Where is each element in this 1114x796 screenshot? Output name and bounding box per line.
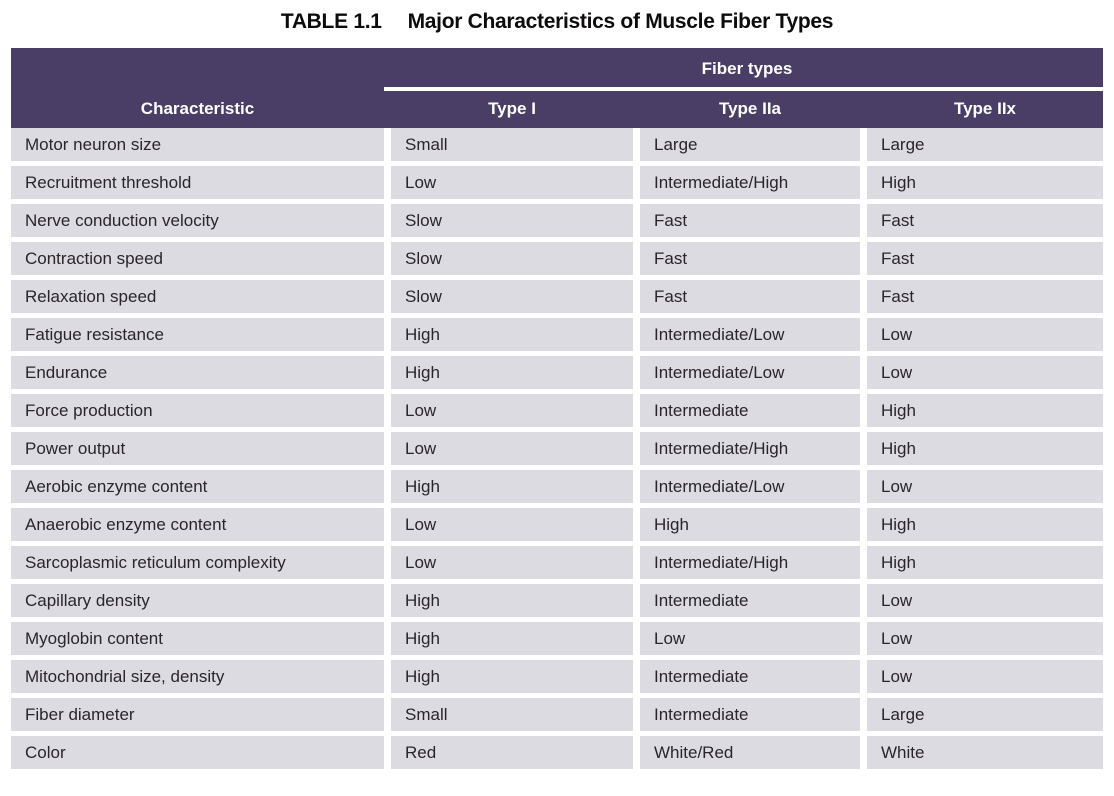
cell-type-iia: Intermediate [640,698,860,731]
cell-type-iia: Intermediate [640,660,860,693]
table-row: Aerobic enzyme content High Intermediate/L… [11,470,1103,503]
cell-characteristic: Endurance [11,356,384,389]
cell-characteristic: Nerve conduction velocity [11,204,384,237]
cell-type-iix: Low [867,470,1103,503]
cell-characteristic: Aerobic enzyme content [11,470,384,503]
table-title-text: Major Characteristics of Muscle Fiber Ty… [407,10,834,33]
cell-type-iia: Large [640,128,860,161]
cell-type-iia: Intermediate/High [640,432,860,465]
column-header-type-iix: Type IIx [953,99,1017,118]
cell-characteristic: Contraction speed [11,242,384,275]
cell-type-i: Low [391,394,633,427]
cell-type-iix: Low [867,318,1103,351]
cell-characteristic: Capillary density [11,584,384,617]
cell-type-i: Low [391,546,633,579]
cell-type-iia: Intermediate/Low [640,318,860,351]
table-row: Capillary density High Intermediate Low [11,584,1103,617]
cell-type-i: High [391,660,633,693]
cell-type-iia: High [640,508,860,541]
cell-characteristic: Sarcoplasmic reticulum complexity [11,546,384,579]
muscle-fiber-table: Fiber types Characteristic Type I Type I… [11,48,1103,769]
cell-type-iix: High [867,166,1103,199]
cell-type-iix: Low [867,356,1103,389]
cell-type-iix: Low [867,622,1103,655]
table-row: Motor neuron size Small Large Large [11,128,1103,161]
column-header-type-iia: Type IIa [718,99,782,118]
cell-type-i: Red [391,736,633,769]
cell-characteristic: Motor neuron size [11,128,384,161]
cell-type-iia: Fast [640,242,860,275]
cell-type-iia: Intermediate/High [640,166,860,199]
cell-characteristic: Recruitment threshold [11,166,384,199]
table-row: Endurance High Intermediate/Low Low [11,356,1103,389]
table-row: Recruitment threshold Low Intermediate/Hig… [11,166,1103,199]
cell-characteristic: Color [11,736,384,769]
table-row: Nerve conduction velocity Slow Fast Fast [11,204,1103,237]
table-body: Motor neuron size Small Large Large Recruitm… [11,128,1103,769]
cell-characteristic: Force production [11,394,384,427]
cell-type-iia: Intermediate [640,394,860,427]
cell-type-i: Low [391,508,633,541]
cell-type-iix: Fast [867,280,1103,313]
cell-characteristic: Power output [11,432,384,465]
cell-type-iix: Fast [867,204,1103,237]
cell-type-iia: Intermediate/High [640,546,860,579]
cell-type-i: Slow [391,280,633,313]
table-row: Anaerobic enzyme content Low High High [11,508,1103,541]
cell-type-i: High [391,470,633,503]
table-row: Force production Low Intermediate High [11,394,1103,427]
cell-type-iia: Fast [640,204,860,237]
table-row: Mitochondrial size, density High Intermedi… [11,660,1103,693]
cell-type-i: Low [391,166,633,199]
cell-characteristic: Fiber diameter [11,698,384,731]
cell-type-iia: Low [640,622,860,655]
table-title-number: TABLE 1.1 [280,10,382,33]
fiber-types-underline [384,87,1103,91]
cell-type-i: High [391,584,633,617]
table-row: Sarcoplasmic reticulum complexity Low Inte… [11,546,1103,579]
table-header: Fiber types Characteristic Type I Type I… [11,48,1103,128]
cell-type-iix: Low [867,584,1103,617]
cell-type-iix: High [867,432,1103,465]
cell-type-iix: Fast [867,242,1103,275]
cell-characteristic: Anaerobic enzyme content [11,508,384,541]
cell-type-i: High [391,622,633,655]
cell-type-i: Slow [391,242,633,275]
cell-characteristic: Fatigue resistance [11,318,384,351]
cell-characteristic: Mitochondrial size, density [11,660,384,693]
cell-type-i: High [391,356,633,389]
table-row: Fatigue resistance High Intermediate/Low Lo… [11,318,1103,351]
cell-type-iia: Fast [640,280,860,313]
cell-type-iix: Low [867,660,1103,693]
column-header-characteristic: Characteristic [140,99,255,118]
cell-type-iia: Intermediate/Low [640,470,860,503]
cell-type-iix: High [867,508,1103,541]
cell-type-i: Small [391,128,633,161]
table-row: Myoglobin content High Low Low [11,622,1103,655]
cell-type-iia: Intermediate [640,584,860,617]
cell-type-i: High [391,318,633,351]
cell-type-iix: Large [867,698,1103,731]
cell-type-iix: High [867,394,1103,427]
table-row: Relaxation speed Slow Fast Fast [11,280,1103,313]
cell-type-i: Small [391,698,633,731]
table-row: Color Red White/Red White [11,736,1103,769]
column-header-row: Characteristic Type I Type IIa Type IIx [11,99,1103,119]
cell-characteristic: Relaxation speed [11,280,384,313]
cell-type-iia: White/Red [640,736,860,769]
table-row: Contraction speed Slow Fast Fast [11,242,1103,275]
table-title: TABLE 1.1 Major Characteristics of Muscle… [0,10,1114,34]
table-row: Fiber diameter Small Intermediate Large [11,698,1103,731]
cell-characteristic: Myoglobin content [11,622,384,655]
cell-type-iix: White [867,736,1103,769]
table-row: Power output Low Intermediate/High High [11,432,1103,465]
cell-type-iix: High [867,546,1103,579]
column-header-type-i: Type I [488,99,536,118]
cell-type-i: Low [391,432,633,465]
cell-type-i: Slow [391,204,633,237]
fiber-types-group-header: Fiber types [701,59,793,78]
cell-type-iix: Large [867,128,1103,161]
cell-type-iia: Intermediate/Low [640,356,860,389]
